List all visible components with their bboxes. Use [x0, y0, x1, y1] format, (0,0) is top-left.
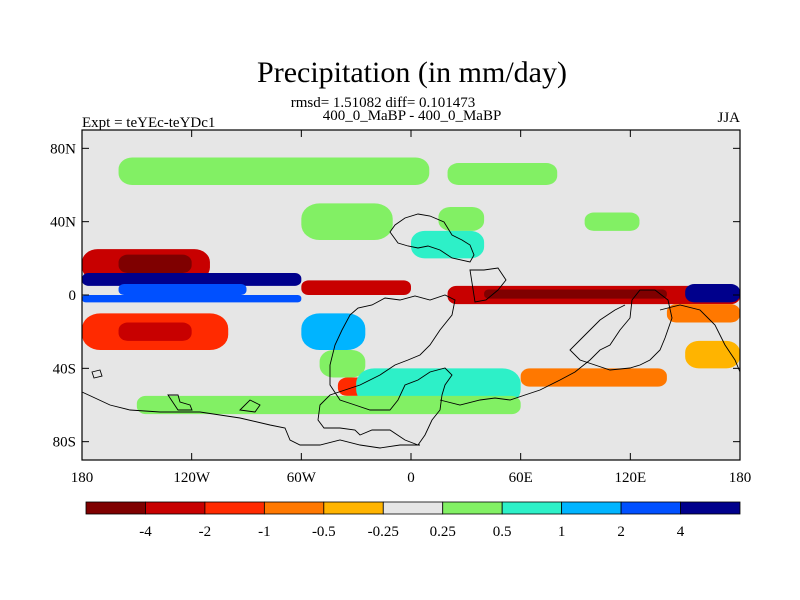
subtitle-center: 400_0_MaBP - 400_0_MaBP: [323, 108, 502, 124]
precip-band-7: [82, 273, 302, 286]
x-tick-label-5: 120E: [614, 470, 646, 486]
subtitle-left: Expt = teYEc-teYDc1: [82, 115, 215, 131]
precip-band-13: [82, 295, 302, 303]
colorbar-label-9: 4: [677, 524, 685, 540]
precip-band-12: [685, 284, 740, 303]
x-tick-label-2: 60W: [287, 470, 317, 486]
colorbar-swatch-10: [680, 501, 741, 515]
precipitation-map: [82, 130, 740, 460]
precip-band-0: [118, 157, 430, 185]
coastline-north-america: [389, 213, 475, 263]
x-tick-label-4: 60E: [509, 470, 533, 486]
stats-line: rmsd= 1.51082 diff= 0.101473: [291, 95, 476, 111]
precip-band-1: [447, 163, 558, 185]
colorbar-swatch-3: [263, 501, 325, 515]
precip-band-3: [438, 207, 485, 231]
subtitle-right: JJA: [717, 110, 740, 126]
colorbar-swatch-9: [620, 501, 681, 515]
precip-band-17: [319, 350, 366, 378]
precip-band-6: [118, 254, 192, 273]
colorbar: -4 -2 -1 -0.5 -0.25 0.25 0.5 1 2 4: [85, 501, 741, 540]
coastline-south-america: [317, 294, 456, 446]
coastline-eurasia: [469, 267, 507, 303]
colorbar-label-0: -4: [139, 524, 152, 540]
y-tick-label-2: 0: [69, 288, 77, 304]
y-axis: 80N 40N 0 40S 80S: [50, 141, 740, 451]
colorbar-swatch-8: [561, 501, 622, 515]
coastline-australia-antarctica: [439, 289, 673, 406]
colorbar-swatch-7: [501, 501, 563, 515]
x-tick-label-1: 120W: [173, 470, 211, 486]
x-tick-label-6: 180: [729, 470, 752, 486]
colorbar-swatch-1: [145, 501, 206, 515]
colorbar-label-2: -1: [258, 524, 271, 540]
coastline-west-pacific-islands: [659, 304, 741, 373]
precip-band-2: [301, 203, 393, 240]
coastline-southern-ocean: [81, 391, 420, 449]
precip-band-8: [118, 284, 247, 295]
precip-band-16: [301, 313, 366, 350]
precip-band-21: [136, 395, 521, 415]
x-tick-label-3: 0: [407, 470, 415, 486]
colorbar-label-5: 0.25: [430, 524, 456, 540]
colorbar-swatch-4: [323, 501, 384, 515]
y-tick-label-1: 40N: [50, 215, 76, 231]
x-tick-label-0: 180: [71, 470, 94, 486]
precip-band-22: [411, 230, 485, 259]
coastline-small-islands: [91, 369, 261, 413]
colorbar-swatch-2: [204, 501, 265, 515]
x-axis: 180 120W 60W 0 60E 120E 180: [71, 130, 752, 486]
colorbar-swatch-5: [382, 501, 444, 515]
precip-band-9: [301, 280, 411, 295]
colorbar-label-8: 2: [617, 524, 625, 540]
precip-band-15: [118, 322, 192, 341]
y-tick-label-0: 80N: [50, 141, 76, 157]
colorbar-swatch-0: [85, 501, 146, 515]
precip-band-4: [584, 212, 640, 231]
colorbar-label-4: -0.25: [368, 524, 399, 540]
colorbar-label-6: 0.5: [493, 524, 512, 540]
y-tick-label-4: 80S: [53, 435, 76, 451]
precip-band-11: [484, 289, 667, 299]
precip-band-20: [520, 368, 667, 387]
continent-outlines: [81, 213, 741, 449]
colorbar-label-1: -2: [199, 524, 212, 540]
y-tick-label-3: 40S: [53, 361, 76, 377]
colorbar-swatch-6: [442, 501, 503, 515]
chart-title: Precipitation (in mm/day): [257, 56, 567, 89]
colorbar-label-3: -0.5: [312, 524, 336, 540]
colorbar-label-7: 1: [558, 524, 566, 540]
